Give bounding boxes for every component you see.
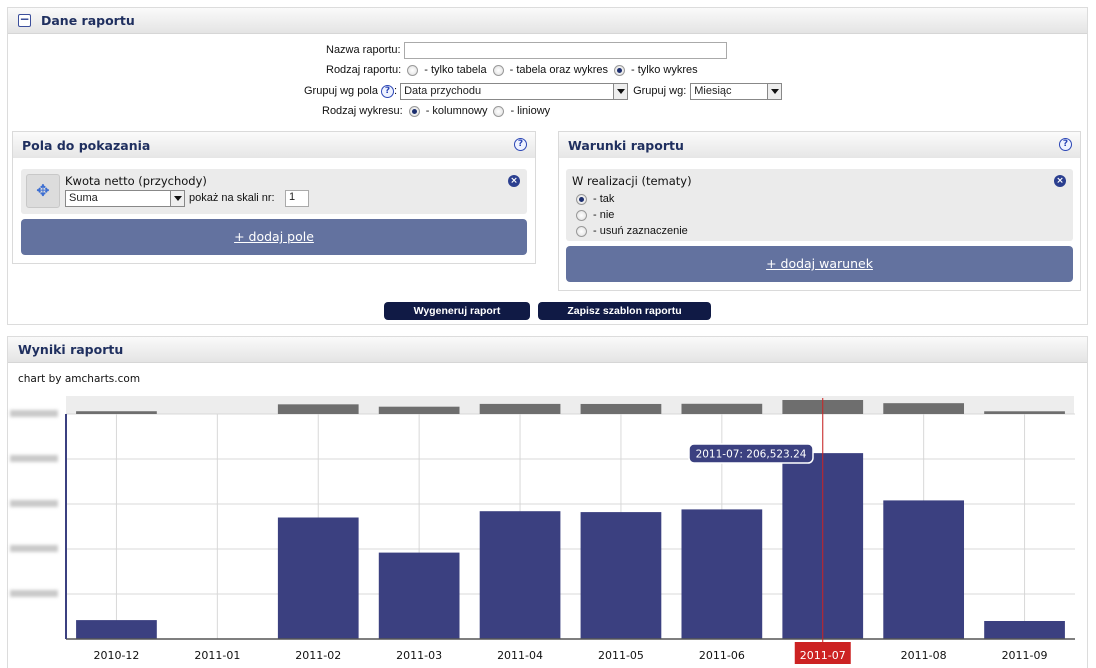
save-template-button[interactable]: Zapisz szablon raportu	[538, 302, 711, 320]
fields-panel-title: Pola do pokazania	[22, 137, 151, 153]
condition-option-yes-label: - tak	[593, 193, 615, 205]
report-data-title: Dane raportu	[41, 13, 135, 28]
conditions-panel-title: Warunki raportu	[568, 137, 684, 153]
group-field-label: Grupuj wg pola	[304, 85, 378, 97]
remove-field-icon[interactable]: ×	[508, 175, 520, 187]
report-type-option-chart: - tylko wykres	[631, 64, 698, 76]
report-type-option-table: - tylko tabela	[424, 64, 487, 76]
chart-type-row: Rodzaj wykresu: - kolumnowy - liniowy	[322, 102, 550, 120]
scale-label: pokaż na skali nr:	[189, 192, 275, 204]
chart-type-option-line: - liniowy	[510, 105, 551, 117]
report-type-option-table-chart: - tabela oraz wykres	[509, 64, 609, 76]
generate-report-button[interactable]: Wygeneruj raport	[384, 302, 530, 320]
report-name-label: Nazwa raportu:	[326, 44, 401, 56]
chart-type-option-column: - kolumnowy	[425, 105, 488, 117]
group-field-select[interactable]: Data przychodu	[400, 82, 629, 100]
field-name: Kwota netto (przychody)	[65, 174, 207, 188]
results-panel: Wyniki raportu	[7, 336, 1088, 668]
results-title: Wyniki raportu	[18, 342, 124, 357]
condition-option-clear-label: - usuń zaznaczenie	[593, 225, 688, 237]
group-field-value: Data przychodu	[404, 84, 482, 97]
report-name-input[interactable]	[403, 41, 727, 59]
chevron-down-icon[interactable]	[170, 191, 184, 206]
condition-name: W realizacji (tematy)	[572, 174, 692, 188]
chart-type-label: Rodzaj wykresu:	[322, 105, 403, 117]
report-type-radio-table[interactable]	[407, 64, 419, 76]
report-type-radio-chart[interactable]	[614, 64, 626, 76]
report-type-radio-table-chart[interactable]	[492, 64, 504, 76]
condition-option-yes: - tak	[570, 190, 614, 208]
aggregate-value: Suma	[69, 192, 98, 204]
results-header: Wyniki raportu	[8, 337, 1087, 363]
report-type-row: Rodzaj raportu: - tylko tabela - tabela …	[326, 61, 698, 79]
chart-type-radio-column[interactable]	[408, 105, 420, 117]
group-by-value: Miesiąc	[694, 84, 732, 97]
chart-credit: chart by amcharts.com	[18, 373, 141, 385]
chevron-down-icon[interactable]	[613, 83, 628, 99]
report-data-header[interactable]: − Dane raportu	[8, 8, 1087, 34]
group-row: Grupuj wg pola ? : Data przychodu Grupuj…	[304, 82, 783, 100]
group-field-colon: :	[394, 85, 398, 97]
condition-option-clear: - usuń zaznaczenie	[570, 222, 688, 240]
chevron-down-icon[interactable]	[767, 83, 782, 99]
help-icon[interactable]: ?	[1059, 138, 1072, 151]
conditions-panel: Warunki raportu ? W realizacji (tematy) …	[558, 131, 1081, 291]
condition-radio-no[interactable]	[576, 209, 587, 221]
condition-option-no: - nie	[570, 206, 614, 224]
chart-type-radio-line[interactable]	[493, 105, 505, 117]
group-by-select[interactable]: Miesiąc	[690, 82, 783, 100]
drag-handle-icon[interactable]: ✥	[26, 174, 60, 208]
report-name-row: Nazwa raportu:	[326, 41, 727, 59]
scale-input[interactable]: 1	[285, 190, 309, 207]
condition-radio-clear[interactable]	[576, 225, 587, 237]
condition-radio-yes[interactable]	[576, 193, 587, 205]
aggregate-select[interactable]: Suma	[65, 190, 185, 207]
field-item: ✥ Kwota netto (przychody) Suma pokaż na …	[21, 169, 527, 214]
condition-item: W realizacji (tematy) - tak - nie - usuń…	[566, 169, 1073, 241]
report-type-label: Rodzaj raportu:	[326, 64, 402, 76]
add-field-button[interactable]: + dodaj pole	[21, 219, 527, 255]
fields-panel-header: Pola do pokazania ?	[13, 132, 535, 158]
remove-condition-icon[interactable]: ×	[1054, 175, 1066, 187]
collapse-icon[interactable]: −	[18, 12, 31, 27]
help-icon[interactable]: ?	[381, 84, 394, 98]
group-by-label: Grupuj wg:	[633, 85, 687, 97]
fields-panel: Pola do pokazania ? ✥ Kwota netto (przyc…	[12, 131, 536, 264]
condition-option-no-label: - nie	[593, 209, 615, 221]
conditions-panel-header: Warunki raportu ?	[559, 132, 1080, 158]
add-condition-button[interactable]: + dodaj warunek	[566, 246, 1073, 282]
help-icon[interactable]: ?	[514, 138, 527, 151]
